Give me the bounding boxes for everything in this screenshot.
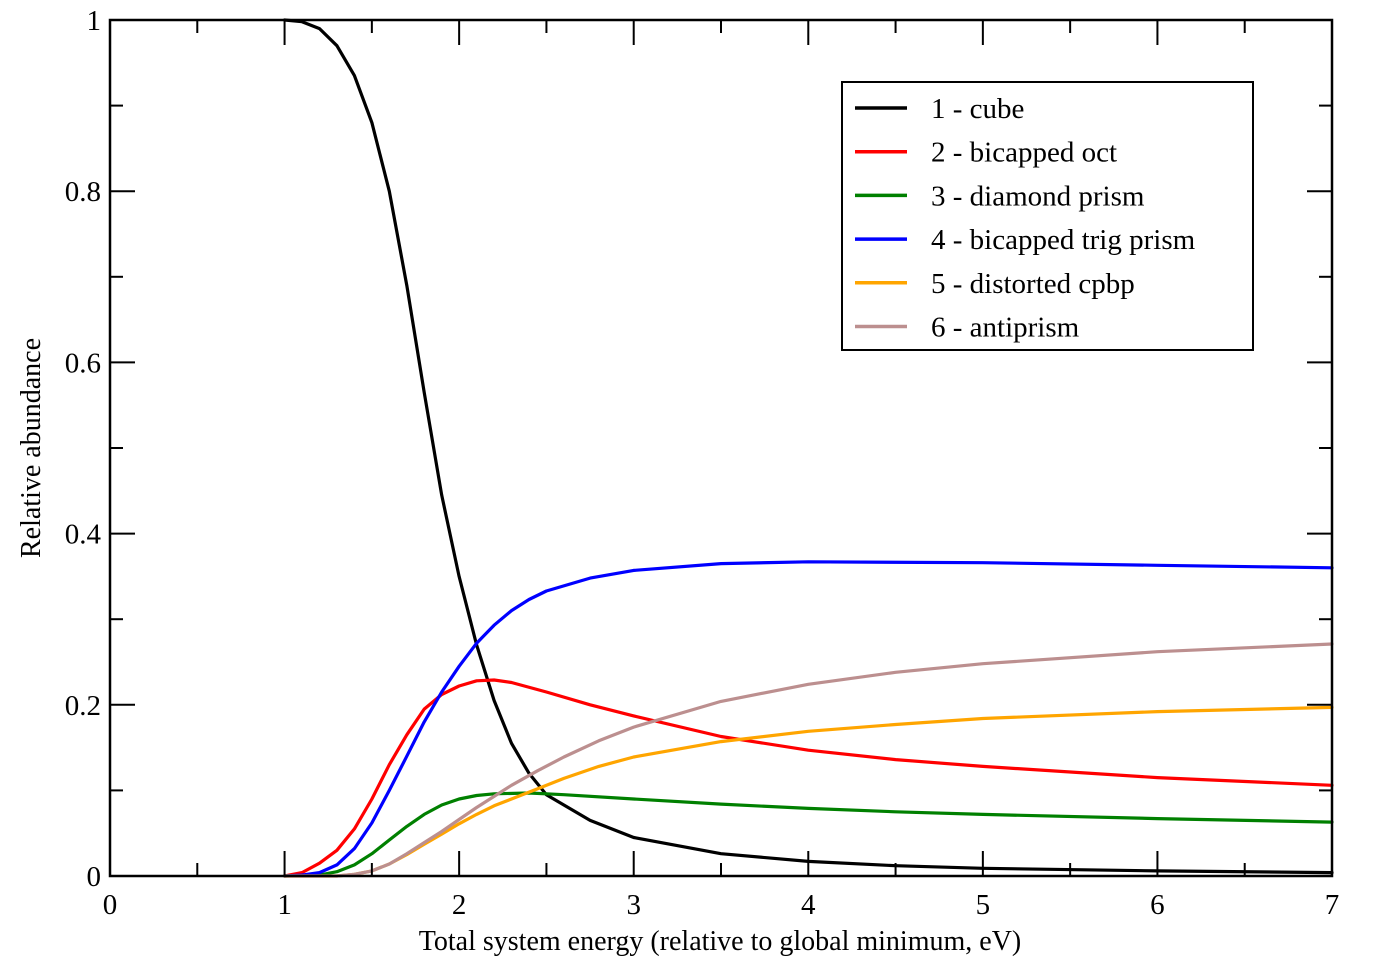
ticks-layer <box>109 19 1333 877</box>
legend-label: 4 - bicapped trig prism <box>931 224 1196 256</box>
legend-label: 3 - diamond prism <box>931 180 1145 212</box>
y-tick-label: 0.4 <box>65 519 102 551</box>
y-tick-label: 0.6 <box>65 347 101 379</box>
series-line-1 <box>283 18 1334 875</box>
x-tick-label: 0 <box>103 889 118 921</box>
legend-item-1: 1 - cube <box>855 93 1024 125</box>
y-tick-label: 0.2 <box>65 690 101 722</box>
x-tick-label: 5 <box>976 889 991 921</box>
legend-label: 6 - antiprism <box>931 312 1080 344</box>
x-axis-title: Total system energy (relative to global … <box>419 926 1022 957</box>
series-line-2 <box>283 678 1334 878</box>
x-tick-label: 4 <box>801 889 816 921</box>
y-tick-label: 0 <box>87 861 102 893</box>
x-tick-label: 6 <box>1150 889 1165 921</box>
legend-item-3: 3 - diamond prism <box>855 180 1145 212</box>
series-layer <box>283 18 1334 878</box>
x-tick-label: 2 <box>452 889 467 921</box>
x-tick-label: 1 <box>277 889 292 921</box>
legend-label: 2 - bicapped oct <box>931 137 1117 169</box>
y-axis-title: Relative abundance <box>16 338 47 558</box>
y-tick-label: 0.8 <box>65 176 101 208</box>
legend-box <box>841 81 1254 351</box>
legend-item-2: 2 - bicapped oct <box>855 137 1117 169</box>
legend-item-6: 6 - antiprism <box>855 312 1080 344</box>
series-line-5 <box>283 705 1334 878</box>
x-tick-label: 3 <box>626 889 641 921</box>
series-line-4 <box>283 560 1334 878</box>
legend-item-5: 5 - distorted cpbp <box>855 268 1135 300</box>
legend-label: 1 - cube <box>931 93 1024 125</box>
series-line-6 <box>283 642 1334 878</box>
legend-label: 5 - distorted cpbp <box>931 268 1135 300</box>
tick-labels: 0 1 2 3 4 5 6 7 0 0.2 0.4 0.6 0.8 1 <box>65 5 1340 921</box>
legend-item-4: 4 - bicapped trig prism <box>855 224 1196 256</box>
series-line-3 <box>283 791 1334 878</box>
y-tick-label: 1 <box>87 5 102 37</box>
legend: 1 - cube 2 - bicapped oct 3 - diamond pris… <box>841 81 1254 351</box>
x-tick-label: 7 <box>1325 889 1340 921</box>
